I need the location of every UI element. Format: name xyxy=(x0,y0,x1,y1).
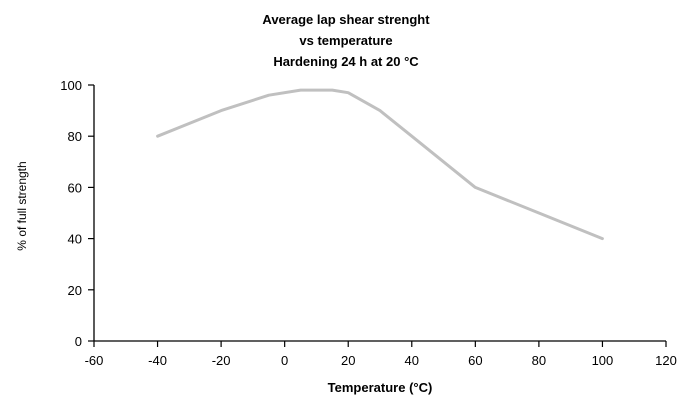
x-tick-label: -20 xyxy=(212,353,231,368)
chart-title-line-1: Average lap shear strenght xyxy=(262,12,430,27)
plot-area: 0 20 40 60 80 100 -60 -40 -20 0 20 40 60 80 100 120 xyxy=(60,78,677,368)
x-tick-label: 0 xyxy=(281,353,288,368)
x-tick-label: 20 xyxy=(341,353,355,368)
x-tick-label: 120 xyxy=(655,353,677,368)
chart-title-line-2: vs temperature xyxy=(299,33,392,48)
x-tick-label: -40 xyxy=(148,353,167,368)
x-axis-title: Temperature (°C) xyxy=(328,380,433,395)
x-tick-label: 100 xyxy=(592,353,614,368)
y-tick-label: 20 xyxy=(68,283,82,298)
y-tick-label: 100 xyxy=(60,78,82,93)
x-tick-label: -60 xyxy=(85,353,104,368)
x-tick-label: 80 xyxy=(532,353,546,368)
x-tick-label: 40 xyxy=(405,353,419,368)
y-axis-title: % of full strength xyxy=(15,161,29,250)
series-line xyxy=(156,88,604,241)
y-tick-label: 0 xyxy=(75,334,82,349)
x-tick-label: 60 xyxy=(468,353,482,368)
y-tick-label: 60 xyxy=(68,180,82,195)
chart-title: Average lap shear strenght vs temperatur… xyxy=(262,12,430,69)
y-tick-label: 80 xyxy=(68,129,82,144)
y-tick-label: 40 xyxy=(68,232,82,247)
chart-title-line-3: Hardening 24 h at 20 °C xyxy=(273,54,419,69)
